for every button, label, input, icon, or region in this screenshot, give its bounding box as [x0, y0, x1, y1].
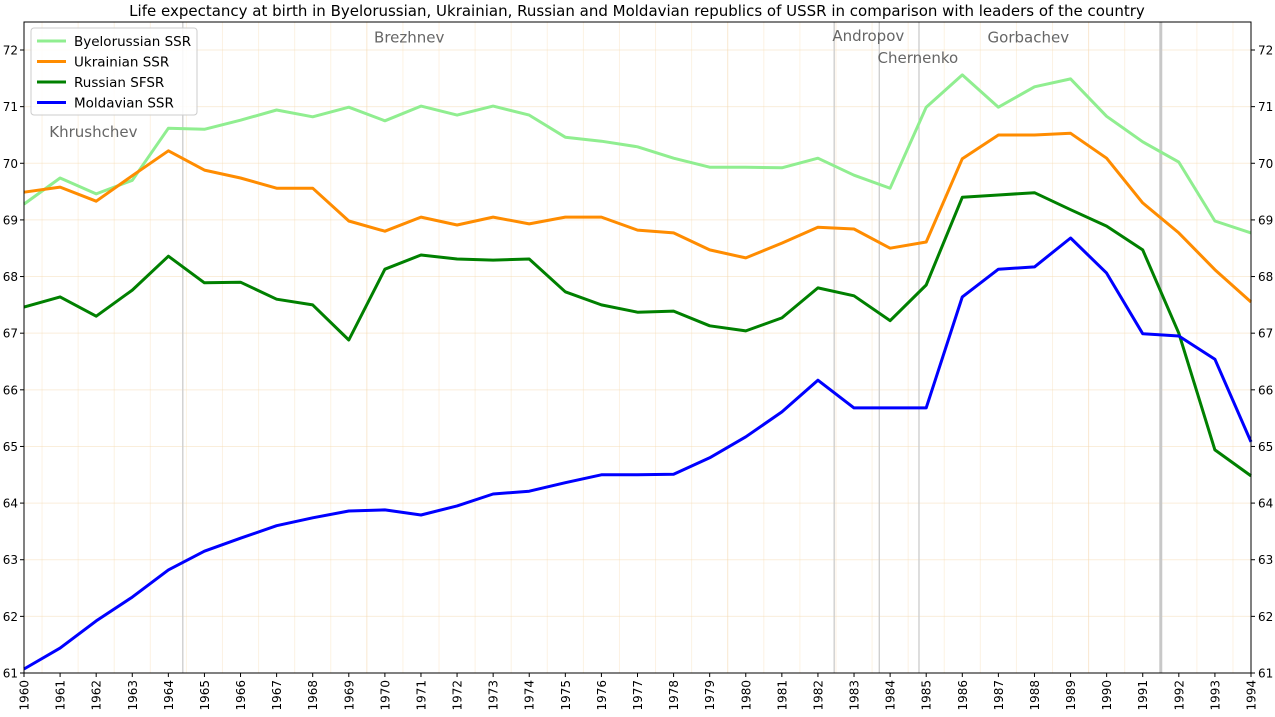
- y-tick-label-right: 70: [1258, 157, 1273, 171]
- x-tick-label: 1984: [884, 680, 898, 711]
- series-line-moldavian-ssr: [23, 236, 1253, 671]
- y-tick-label-right: 61: [1258, 667, 1273, 681]
- x-tick-label: 1966: [234, 680, 248, 711]
- x-tick-label: 1965: [198, 680, 212, 711]
- y-tick-label-left: 63: [3, 553, 18, 567]
- legend-label: Russian SFSR: [74, 75, 164, 91]
- x-tick-label: 1981: [775, 680, 789, 711]
- x-tick-label: 1963: [126, 680, 140, 711]
- y-tick-label-right: 63: [1258, 553, 1273, 567]
- x-tick-label: 1976: [595, 680, 609, 711]
- x-tick-label: 1971: [414, 680, 428, 711]
- x-tick-label: 1987: [992, 680, 1006, 711]
- y-tick-label-left: 64: [3, 497, 18, 511]
- x-tick-label: 1964: [162, 680, 176, 711]
- leader-annotation: Brezhnev: [374, 29, 444, 47]
- y-tick-label-left: 66: [3, 383, 18, 397]
- leader-annotations: Khrushchev Brezhnev Andropov Chernenko Gorba…: [49, 27, 1069, 141]
- y-tick-label-left: 68: [3, 270, 18, 284]
- x-tick-label: 1993: [1208, 680, 1222, 711]
- y-tick-label-left: 67: [3, 327, 18, 341]
- x-tick-label: 1973: [487, 680, 501, 711]
- legend-label: Ukrainian SSR: [74, 55, 169, 71]
- x-tick-label: 1969: [342, 680, 356, 711]
- x-tick-label: 1994: [1245, 680, 1259, 711]
- leader-annotation: Gorbachev: [988, 29, 1070, 47]
- y-tick-label-right: 69: [1258, 213, 1273, 227]
- series-lines: [23, 73, 1253, 671]
- grid: [24, 22, 1251, 674]
- x-tick-label: 1982: [811, 680, 825, 711]
- legend-label: Byelorussian SSR: [74, 34, 191, 50]
- y-tick-label-left: 65: [3, 440, 18, 454]
- y-tick-label-left: 62: [3, 610, 18, 624]
- axes: 61 61 62 62 63 63 64 64 65 65 66 66 67 67 68 68 69 69 70 70…: [3, 44, 1274, 711]
- leader-annotation: Khrushchev: [49, 123, 137, 141]
- x-tick-label: 1972: [451, 680, 465, 711]
- y-tick-label-left: 72: [3, 44, 18, 58]
- x-tick-label: 1989: [1064, 680, 1078, 711]
- x-tick-label: 1992: [1172, 680, 1186, 711]
- x-tick-label: 1990: [1100, 680, 1114, 711]
- y-tick-label-left: 61: [3, 667, 18, 681]
- x-tick-label: 1975: [559, 680, 573, 711]
- series-line-russian-sfsr: [23, 191, 1252, 478]
- series-line-ukrainian-ssr: [23, 131, 1253, 304]
- leader-lines: [182, 22, 1163, 673]
- x-tick-label: 1983: [848, 680, 862, 711]
- y-tick-label-right: 72: [1258, 44, 1273, 58]
- y-tick-label-right: 64: [1258, 497, 1273, 511]
- x-tick-label: 1968: [306, 680, 320, 711]
- series-line-byelorussian-ssr: [23, 73, 1252, 235]
- y-tick-label-right: 67: [1258, 327, 1273, 341]
- leader-annotation: Andropov: [832, 27, 904, 45]
- y-tick-label-right: 62: [1258, 610, 1273, 624]
- y-tick-label-left: 69: [3, 213, 18, 227]
- leader-annotation: Chernenko: [877, 49, 958, 67]
- x-tick-label: 1985: [920, 680, 934, 711]
- x-tick-label: 1960: [18, 680, 32, 711]
- x-tick-label: 1991: [1136, 680, 1150, 711]
- x-tick-label: 1962: [90, 680, 104, 711]
- plot-frame: [23, 21, 1252, 674]
- x-tick-label: 1961: [54, 680, 68, 711]
- x-tick-label: 1979: [703, 680, 717, 711]
- chart-title: Life expectancy at birth in Byelorussian…: [129, 2, 1145, 20]
- x-tick-label: 1967: [270, 680, 284, 711]
- x-tick-label: 1980: [739, 680, 753, 711]
- y-tick-label-right: 71: [1258, 100, 1273, 114]
- y-tick-label-left: 70: [3, 157, 18, 171]
- y-tick-label-right: 66: [1258, 383, 1273, 397]
- y-tick-label-right: 65: [1258, 440, 1273, 454]
- x-tick-label: 1974: [523, 680, 537, 711]
- x-tick-label: 1988: [1028, 680, 1042, 711]
- y-tick-label-right: 68: [1258, 270, 1273, 284]
- y-tick-label-left: 71: [3, 100, 18, 114]
- x-tick-label: 1970: [378, 680, 392, 711]
- x-tick-label: 1977: [631, 680, 645, 711]
- x-tick-label: 1986: [956, 680, 970, 711]
- legend: Byelorussian SSR Ukrainian SSR Russian SFS…: [30, 27, 198, 116]
- x-tick-label: 1978: [667, 680, 681, 711]
- legend-label: Moldavian SSR: [74, 96, 174, 112]
